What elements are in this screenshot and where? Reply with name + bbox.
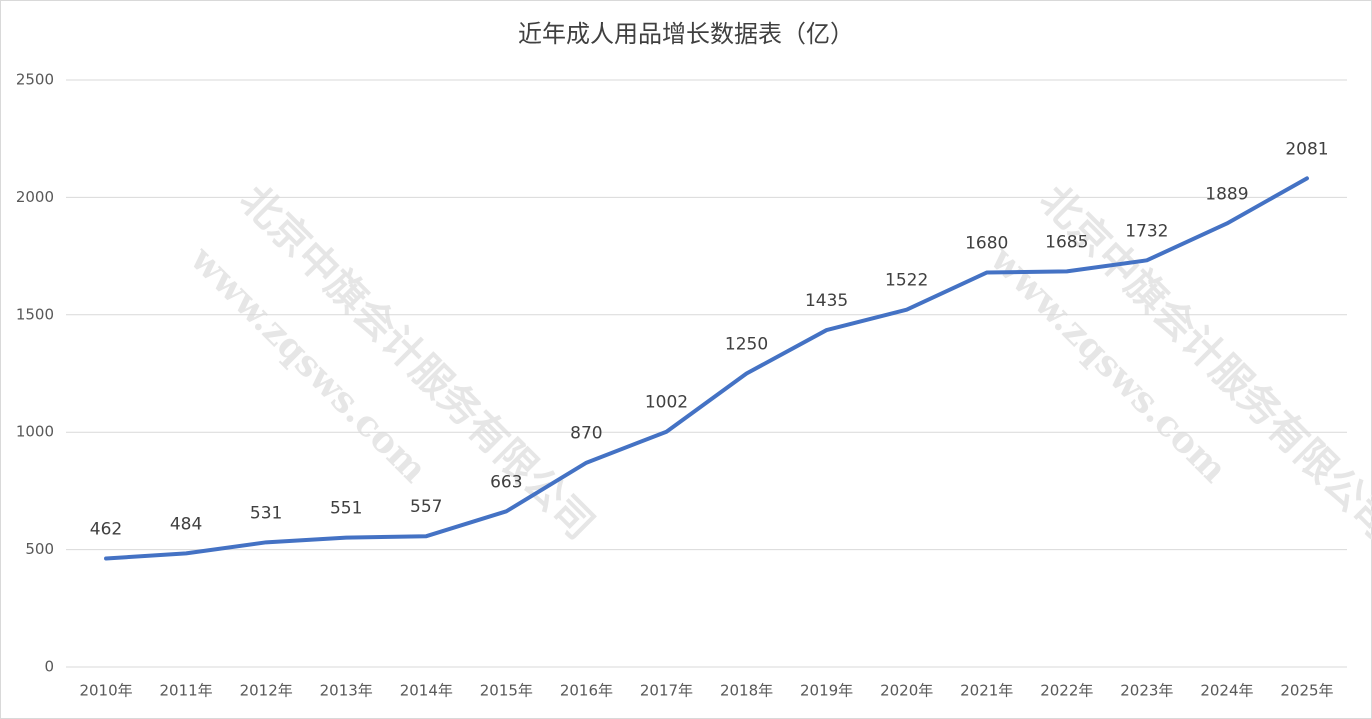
y-tick-label: 2500 — [16, 71, 54, 89]
data-label: 1435 — [805, 291, 848, 311]
y-tick-label: 2000 — [16, 188, 54, 206]
x-tick-label: 2015年 — [480, 682, 533, 700]
data-label: 557 — [410, 497, 442, 517]
data-label: 663 — [490, 472, 522, 492]
x-tick-label: 2010年 — [79, 682, 132, 700]
x-tick-label: 2021年 — [960, 682, 1013, 700]
x-tick-label: 2016年 — [560, 682, 613, 700]
data-label: 1002 — [645, 393, 688, 413]
x-tick-label: 2017年 — [640, 682, 693, 700]
data-label: 462 — [90, 520, 122, 540]
x-tick-label: 2023年 — [1120, 682, 1173, 700]
y-tick-label: 1500 — [16, 305, 54, 323]
data-label: 531 — [250, 503, 282, 523]
x-tick-label: 2013年 — [320, 682, 373, 700]
x-tick-label: 2011年 — [160, 682, 213, 700]
x-tick-label: 2020年 — [880, 682, 933, 700]
data-label: 1732 — [1125, 221, 1168, 241]
data-label: 870 — [570, 424, 602, 444]
x-tick-label: 2014年 — [400, 682, 453, 700]
line — [104, 176, 1309, 561]
data-label: 484 — [170, 514, 202, 534]
data-label: 1522 — [885, 271, 928, 291]
x-tick-label: 2012年 — [240, 682, 293, 700]
y-tick-label: 0 — [44, 658, 54, 676]
chart-title: 近年成人用品增长数据表（亿） — [518, 20, 854, 48]
x-tick-label: 2025年 — [1280, 682, 1333, 700]
y-tick-label: 500 — [25, 540, 54, 558]
data-label: 551 — [330, 499, 362, 519]
x-tick-label: 2024年 — [1200, 682, 1253, 700]
data-label: 1889 — [1205, 184, 1248, 204]
data-label: 1250 — [725, 335, 768, 355]
data-label: 2081 — [1285, 139, 1328, 159]
y-tick-label: 1000 — [16, 423, 54, 441]
data-label: 1685 — [1045, 232, 1088, 252]
x-tick-label: 2019年 — [800, 682, 853, 700]
data-label: 1680 — [965, 234, 1008, 254]
x-tick-label: 2018年 — [720, 682, 773, 700]
x-tick-label: 2022年 — [1040, 682, 1093, 700]
